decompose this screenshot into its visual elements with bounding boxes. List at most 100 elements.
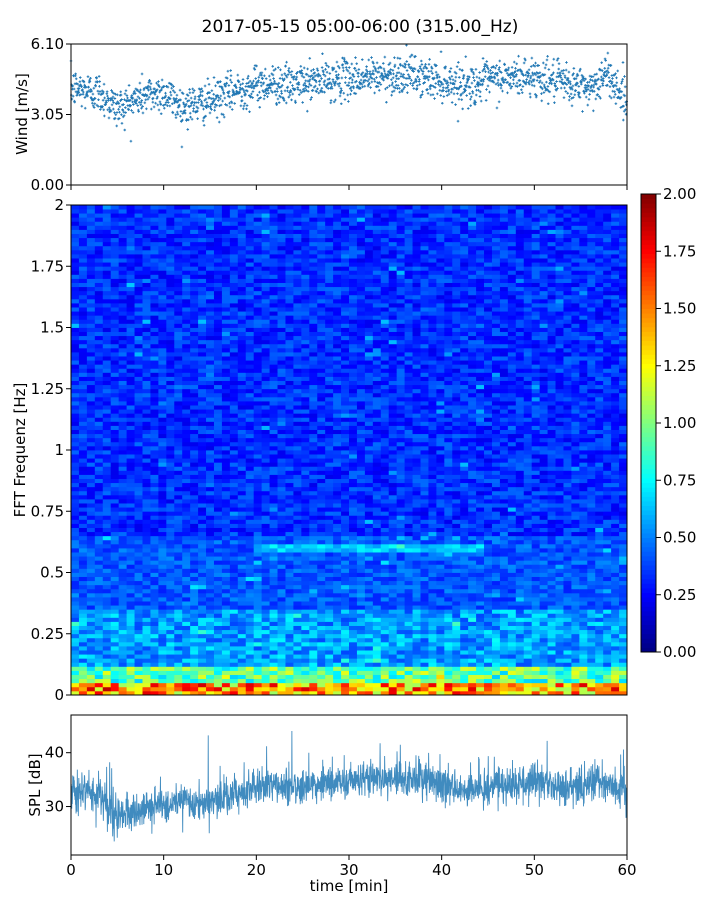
- spectrogram-cell: [508, 622, 516, 626]
- spectrogram-cell: [468, 654, 476, 658]
- spectrogram-cell: [246, 613, 254, 617]
- spectrogram-cell: [492, 671, 500, 675]
- spectrogram-cell: [444, 524, 452, 528]
- spectrogram-cell: [127, 564, 135, 568]
- wind-point: [284, 89, 287, 92]
- spectrogram-cell: [198, 642, 206, 646]
- spectrogram-cell: [357, 658, 365, 662]
- spectrogram-cell: [389, 515, 397, 519]
- spectrogram-cell: [79, 658, 87, 662]
- spectrogram-cell: [190, 511, 198, 515]
- spectrogram-cell: [341, 687, 349, 691]
- wind-point: [615, 102, 618, 105]
- spectrogram-cell: [516, 601, 524, 605]
- spectrogram-cell: [571, 642, 579, 646]
- wind-point: [354, 67, 357, 70]
- spectrogram-cell: [420, 634, 428, 638]
- spectrogram-cell: [500, 613, 508, 617]
- spectrogram-cell: [579, 650, 587, 654]
- spectrogram-cell: [611, 634, 619, 638]
- spectrogram-cell: [87, 675, 95, 679]
- spectrogram-cell: [381, 613, 389, 617]
- spectrogram-cell: [571, 524, 579, 528]
- spectrogram-cell: [397, 524, 405, 528]
- spectrogram-cell: [301, 581, 309, 585]
- spectrogram-cell: [206, 528, 214, 532]
- spectrogram-cell: [182, 613, 190, 617]
- wind-point: [142, 112, 145, 115]
- spectrogram-cell: [246, 564, 254, 568]
- spectrogram-cell: [278, 585, 286, 589]
- wind-point: [346, 94, 349, 97]
- spectrogram-cell: [381, 556, 389, 560]
- spectrogram-cell: [87, 568, 95, 572]
- spectrogram-cell: [365, 519, 373, 523]
- spectrogram-cell: [397, 609, 405, 613]
- spectrogram-cell: [619, 577, 627, 581]
- wind-point: [228, 84, 231, 87]
- spectrogram-cell: [246, 675, 254, 679]
- spectrogram-cell: [349, 532, 357, 536]
- spectrogram-cell: [135, 564, 143, 568]
- spectrogram-cell: [436, 511, 444, 515]
- wind-point: [468, 92, 471, 95]
- wind-point: [375, 76, 378, 79]
- spectrogram-cell: [103, 560, 111, 564]
- wind-point: [409, 56, 412, 59]
- spectrogram-cell: [174, 581, 182, 585]
- spectrogram-cell: [548, 650, 556, 654]
- spectrogram-cell: [357, 626, 365, 630]
- spectrogram-cell: [611, 662, 619, 666]
- spectrogram-cell: [150, 597, 158, 601]
- wind-point: [512, 82, 515, 85]
- wind-point: [209, 112, 212, 115]
- spectrogram-cell: [103, 638, 111, 642]
- spectrogram-cell: [254, 511, 262, 515]
- spectrogram-cell: [436, 568, 444, 572]
- spectrogram-cell: [619, 638, 627, 642]
- wind-point: [79, 76, 82, 79]
- wind-point: [93, 102, 96, 105]
- spectrogram-cell: [71, 658, 79, 662]
- wind-point: [175, 116, 178, 119]
- spectrogram-cell: [508, 568, 516, 572]
- spectrogram-cell: [540, 675, 548, 679]
- spectrogram-cell: [571, 626, 579, 630]
- spectrogram-cell: [127, 617, 135, 621]
- spectrogram-cell: [158, 609, 166, 613]
- spectrogram-cell: [95, 536, 103, 540]
- spectrogram-cell: [206, 662, 214, 666]
- spectrogram-cell: [238, 511, 246, 515]
- spectrogram-cell: [524, 646, 532, 650]
- wind-point: [555, 80, 558, 83]
- spectrogram-cell: [413, 544, 421, 548]
- spectrogram-cell: [540, 589, 548, 593]
- spectrogram-cell: [150, 634, 158, 638]
- spectrogram-cell: [206, 626, 214, 630]
- spectrogram-cell: [150, 556, 158, 560]
- spectrogram-cell: [413, 646, 421, 650]
- spectrogram-cell: [460, 642, 468, 646]
- spectrogram-cell: [301, 658, 309, 662]
- spectrogram-cell: [174, 540, 182, 544]
- spectrogram-cell: [603, 556, 611, 560]
- spectrogram-cell: [174, 528, 182, 532]
- spectrogram-cell: [158, 585, 166, 589]
- spectrogram-cell: [381, 622, 389, 626]
- spectrogram-cell: [365, 524, 373, 528]
- spectrogram-cell: [142, 601, 150, 605]
- spectrogram-cell: [397, 556, 405, 560]
- spectrogram-cell: [111, 666, 119, 670]
- spectrogram-cell: [619, 617, 627, 621]
- spectrogram-cell: [87, 666, 95, 670]
- spectrogram-cell: [95, 679, 103, 683]
- wind-point: [547, 85, 550, 88]
- wind-point: [437, 83, 440, 86]
- spectrogram-cell: [103, 556, 111, 560]
- spectrogram-cell: [540, 568, 548, 572]
- spectrogram-cell: [142, 577, 150, 581]
- spectrogram-cell: [341, 617, 349, 621]
- spectrogram-cell: [198, 666, 206, 670]
- spectrogram-cell: [214, 528, 222, 532]
- spectrogram-cell: [278, 536, 286, 540]
